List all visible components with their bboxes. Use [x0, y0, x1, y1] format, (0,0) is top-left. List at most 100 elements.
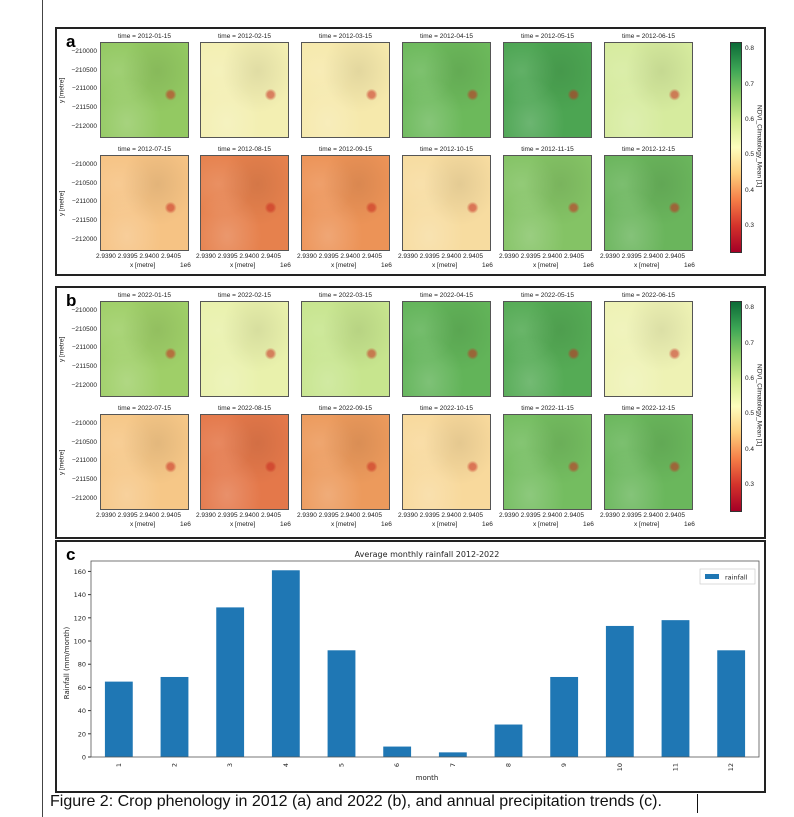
map-title: time = 2022-09-15	[319, 405, 372, 412]
x-tick-label: 9	[560, 763, 568, 767]
x-axis-label: x [metre]	[432, 521, 458, 528]
rainfall-bar-chart: Average monthly rainfall 2012-2022 Rainf…	[63, 550, 760, 782]
x-offset-label: 1e6	[280, 521, 291, 528]
colorbar-tick-label: 0.8	[745, 45, 755, 53]
x-offset-label: 1e6	[583, 262, 594, 269]
x-offset-label: 1e6	[180, 521, 191, 528]
x-axis-label: x [metre]	[634, 262, 660, 269]
ndvi-map	[503, 42, 592, 138]
map-title: time = 2012-04-15	[420, 33, 473, 40]
y-tick-label: −212000	[71, 494, 98, 502]
x-axis-label: x [metre]	[130, 521, 156, 528]
y-tick-label: −210500	[71, 325, 98, 333]
map-title: time = 2022-05-15	[521, 292, 574, 299]
map-title: time = 2012-02-15	[218, 33, 271, 40]
panel-c-rainfall-chart: c Average monthly rainfall 2012-2022 Rai…	[55, 540, 766, 793]
bar-month-2	[160, 676, 189, 757]
x-axis-label: x [metre]	[331, 262, 357, 269]
y-tick-label: 60	[78, 684, 86, 692]
colorbar-tick-label: 0.4	[745, 186, 755, 194]
ndvi-colorbar	[730, 301, 742, 512]
map-title: time = 2012-09-15	[319, 146, 372, 153]
map-title: time = 2012-03-15	[319, 33, 372, 40]
ndvi-map	[100, 414, 189, 510]
ndvi-map	[200, 42, 289, 138]
x-tick-label: 11	[672, 763, 680, 771]
x-offset-label: 1e6	[280, 262, 291, 269]
x-axis-label: x [metre]	[533, 262, 559, 269]
bar-month-4	[271, 570, 300, 757]
x-axis-label: x [metre]	[533, 521, 559, 528]
y-tick-label: −211500	[71, 217, 97, 225]
map-title: time = 2012-06-15	[622, 33, 675, 40]
ndvi-map	[503, 155, 592, 251]
ndvi-map	[100, 42, 189, 138]
colorbar-label: NDVI_Climatology_Mean [1]	[755, 105, 763, 188]
x-tick-labels: 2.9390 2.9395 2.9400 2.9405	[96, 253, 181, 260]
x-tick-label: 1	[115, 763, 123, 767]
map-title: time = 2012-08-15	[218, 146, 271, 153]
ndvi-map	[604, 301, 693, 397]
map-title: time = 2012-12-15	[622, 146, 675, 153]
colorbar-tick-label: 0.3	[745, 222, 755, 230]
x-axis-label: x [metre]	[432, 262, 458, 269]
x-tick-label: 5	[338, 763, 346, 767]
colorbar-label: NDVI_Climatology_Mean [1]	[755, 364, 763, 447]
y-tick-label: −212000	[71, 122, 98, 130]
map-title: time = 2012-05-15	[521, 33, 574, 40]
ndvi-map	[100, 301, 189, 397]
colorbar-tick-label: 0.3	[745, 481, 755, 489]
map-title: time = 2022-12-15	[622, 405, 675, 412]
y-tick-label: −211500	[71, 363, 97, 371]
legend-swatch	[705, 574, 719, 579]
y-tick-label: −211000	[71, 85, 97, 93]
map-title: time = 2022-06-15	[622, 292, 675, 299]
y-tick-label: −210000	[71, 48, 98, 55]
ndvi-map	[604, 414, 693, 510]
x-tick-labels: 2.9390 2.9395 2.9400 2.9405	[297, 512, 382, 519]
x-tick-labels: 2.9390 2.9395 2.9400 2.9405	[499, 512, 584, 519]
x-offset-label: 1e6	[180, 262, 191, 269]
x-tick-labels: 2.9390 2.9395 2.9400 2.9405	[600, 512, 685, 519]
x-offset-label: 1e6	[684, 521, 695, 528]
colorbar-tick-label: 0.6	[745, 374, 755, 382]
x-axis-label: x [metre]	[634, 521, 660, 528]
ndvi-map	[301, 155, 390, 251]
bar-month-6	[383, 746, 412, 757]
ndvi-map	[503, 301, 592, 397]
ndvi-map	[402, 301, 491, 397]
map-title: time = 2022-04-15	[420, 292, 473, 299]
y-tick-label: 100	[74, 638, 86, 646]
colorbar-tick-label: 0.5	[745, 410, 755, 418]
x-axis-label: x [metre]	[331, 521, 357, 528]
x-offset-label: 1e6	[381, 521, 392, 528]
text-cursor	[697, 794, 698, 813]
y-tick-label: 160	[74, 568, 86, 576]
map-title: time = 2022-02-15	[218, 292, 271, 299]
panel-b-ndvi-2022: b time = 2022-01-15 −210000 −210500 −211000…	[55, 286, 766, 539]
bar-month-11	[661, 620, 690, 757]
map-title: time = 2012-07-15	[118, 146, 171, 153]
ndvi-colorbar	[730, 42, 742, 253]
chart-title: Average monthly rainfall 2012-2022	[355, 550, 500, 559]
map-title: time = 2022-11-15	[521, 405, 574, 412]
x-tick-label: 4	[282, 763, 290, 767]
y-tick-label: 40	[78, 707, 86, 715]
y-axis-label: y [metre]	[58, 336, 66, 362]
bar-month-8	[494, 724, 523, 757]
y-axis-label: Rainfall (mm/month)	[63, 627, 71, 700]
x-tick-labels: 2.9390 2.9395 2.9400 2.9405	[600, 253, 685, 260]
x-tick-label: 3	[226, 763, 234, 767]
x-tick-label: 7	[449, 763, 457, 767]
x-tick-label: 6	[393, 763, 401, 767]
x-tick-label: 8	[505, 763, 513, 767]
y-tick-label: 80	[78, 661, 86, 669]
x-tick-label: 12	[727, 763, 735, 771]
y-tick-label: 120	[74, 614, 86, 622]
colorbar-tick-label: 0.8	[745, 304, 755, 312]
x-axis-label: month	[416, 774, 439, 782]
x-axis-label: x [metre]	[230, 521, 256, 528]
y-tick-label: −210500	[71, 66, 98, 74]
y-tick-label: 140	[74, 591, 86, 599]
ndvi-map	[100, 155, 189, 251]
